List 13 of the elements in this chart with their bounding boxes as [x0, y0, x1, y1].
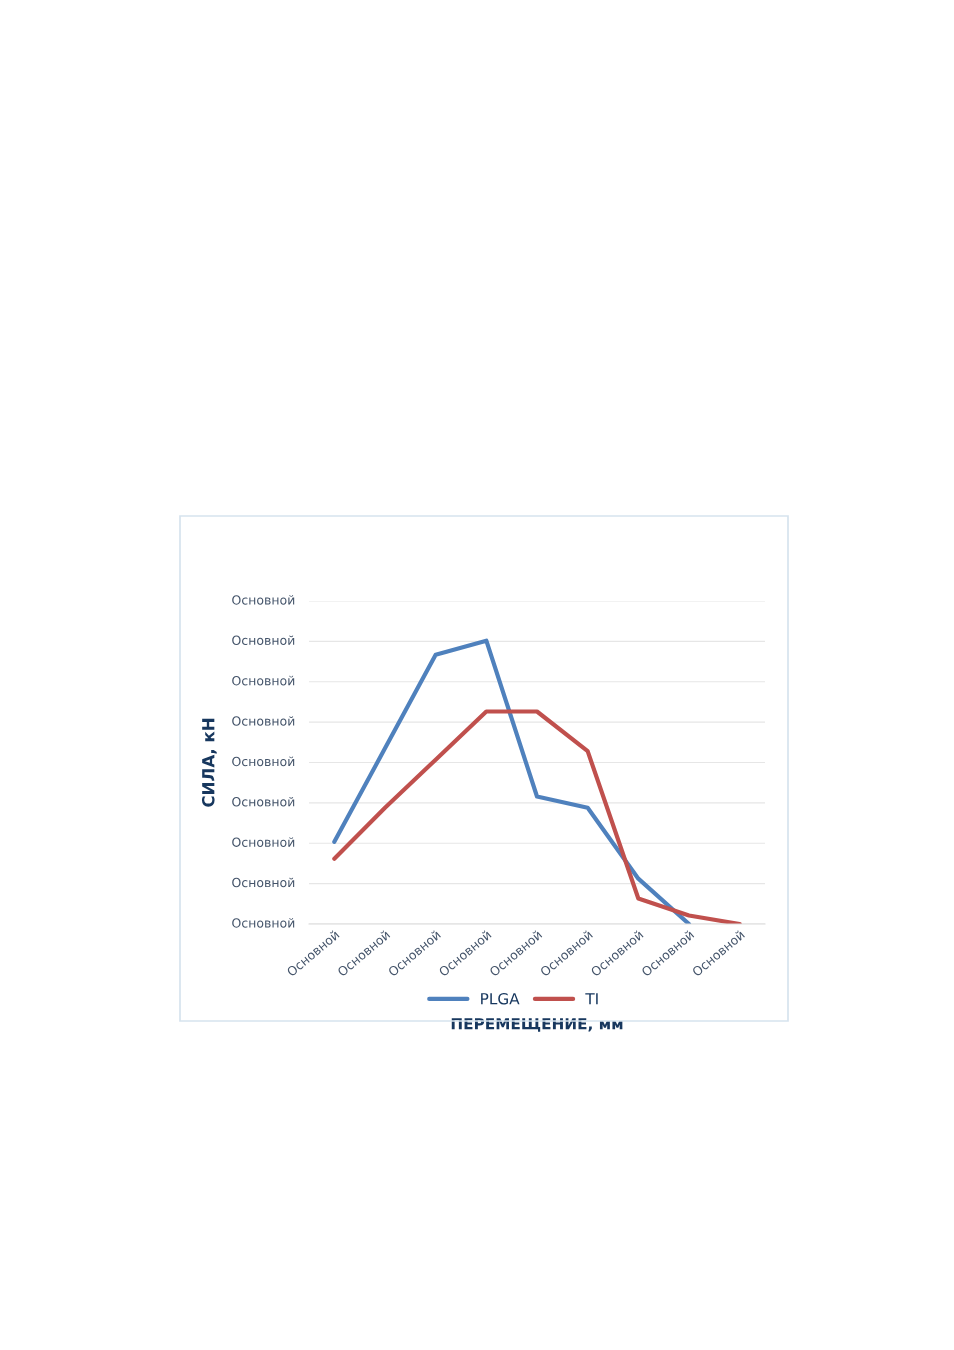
- text: Основной: [232, 877, 295, 888]
- text: Основной: [232, 675, 295, 686]
- x-axis-title: ПЕРЕМЕЩЕНИЕ, мм: [451, 1018, 623, 1032]
- text: Основной: [232, 796, 295, 807]
- text: Основной: [232, 837, 295, 847]
- text: Основной: [232, 756, 295, 767]
- text: Основной: [232, 595, 295, 605]
- y-axis-title: СИЛА, кН: [201, 718, 217, 807]
- text: Основной: [232, 716, 295, 726]
- legend-label: TI: [585, 993, 598, 1005]
- legend-label: PLGA: [481, 992, 520, 1005]
- text: Основной: [232, 918, 295, 928]
- text: Основной: [232, 635, 295, 645]
